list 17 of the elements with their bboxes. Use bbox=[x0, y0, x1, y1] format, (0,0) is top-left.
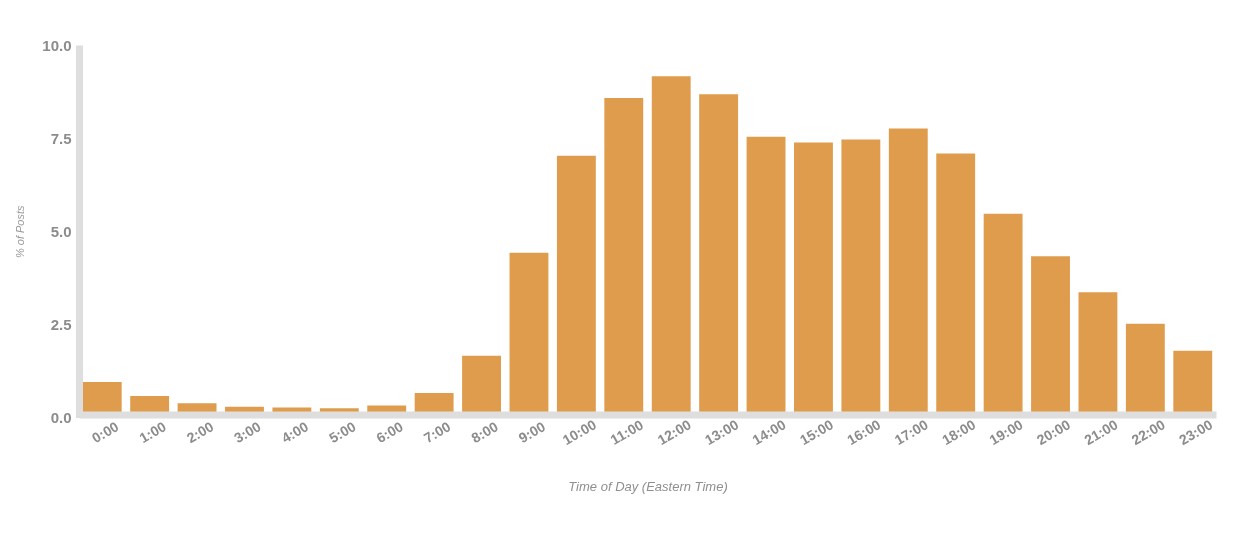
x-tick-label: 4:00 bbox=[278, 418, 312, 447]
x-tick-label: 3:00 bbox=[231, 418, 264, 447]
y-tick-label: 2.5 bbox=[50, 315, 72, 333]
y-axis-title: % of Posts bbox=[14, 204, 27, 259]
x-tick-label: 6:00 bbox=[373, 418, 407, 447]
y-tick-label: 7.5 bbox=[50, 129, 72, 147]
x-tick-label: 5:00 bbox=[326, 418, 359, 447]
x-tick-label: 0:00 bbox=[89, 418, 122, 447]
y-tick-label: 5.0 bbox=[50, 222, 72, 240]
y-tick-label: 10.0 bbox=[42, 36, 72, 54]
x-tick-label: 2:00 bbox=[183, 418, 217, 447]
x-tick-label: 7:00 bbox=[421, 418, 454, 447]
y-tick-label: 0.0 bbox=[50, 409, 72, 426]
x-axis-title: Time of Day (Eastern Time) bbox=[568, 479, 728, 495]
x-tick-label: 8:00 bbox=[468, 418, 501, 447]
x-tick-label: 9:00 bbox=[515, 418, 549, 447]
x-tick-label: 1:00 bbox=[136, 418, 169, 447]
